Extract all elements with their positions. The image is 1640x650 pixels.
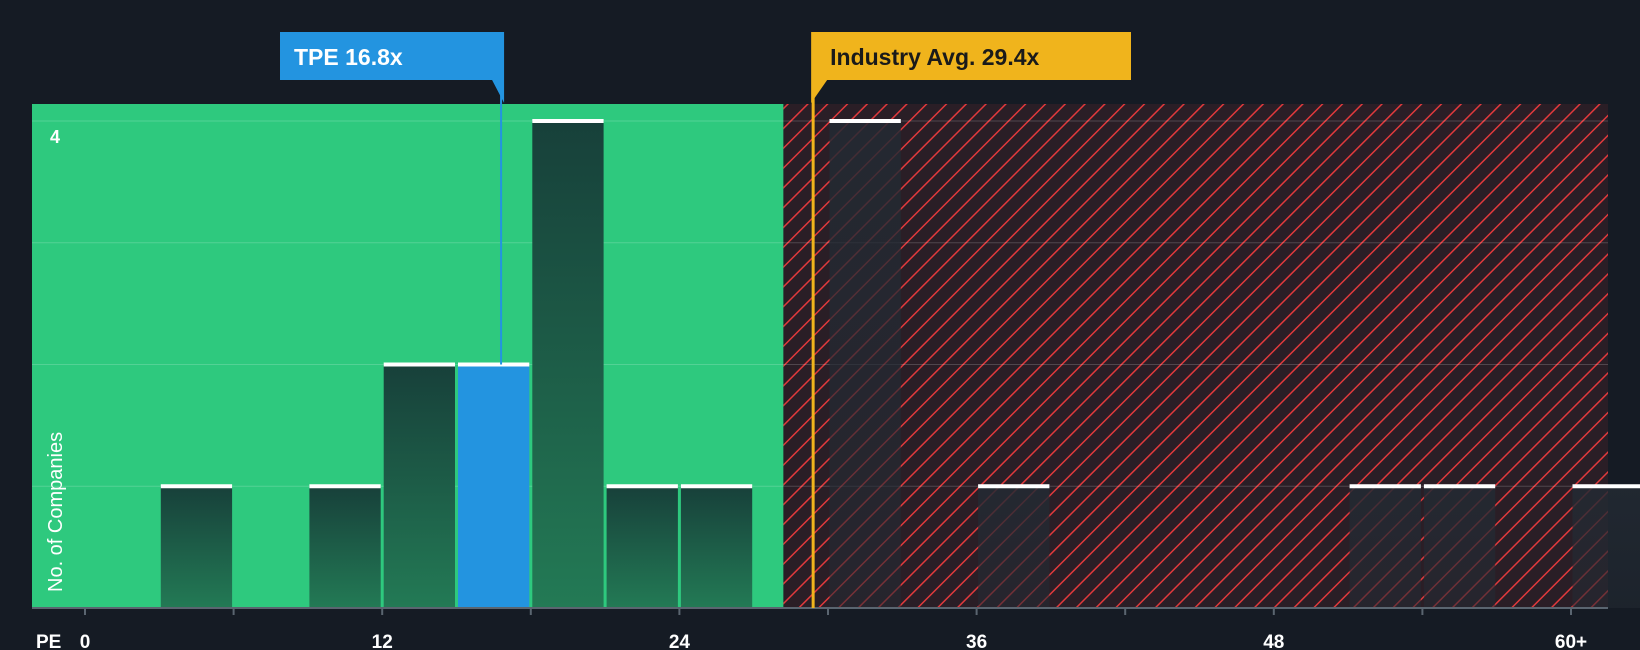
x-axis-label: PE [36, 632, 61, 650]
histogram-bar [1349, 486, 1421, 608]
gridlines [32, 120, 1608, 487]
histogram-bar [160, 486, 233, 608]
histogram-bar-cap [1423, 484, 1496, 489]
company-label: TPE 16.8x [294, 44, 403, 70]
histogram-bar-cap [532, 119, 604, 123]
x-tick-label: 60+ [1555, 632, 1587, 650]
histogram-bar-cap [383, 362, 455, 367]
x-axis-ticks: 0 12 24 36 48 60+ [80, 608, 1587, 650]
histogram-bar [978, 486, 1050, 608]
histogram-bar [309, 486, 381, 608]
histogram-bar [1423, 486, 1496, 608]
company-label-box [280, 32, 505, 103]
x-tick-label: 36 [966, 632, 987, 650]
histogram-bar-cap [829, 119, 901, 123]
x-tick-label: 48 [1263, 632, 1284, 650]
histogram-bar-cap [606, 484, 678, 489]
x-tick-label: 12 [372, 632, 393, 650]
histogram-bar-cap [978, 484, 1050, 489]
y-tick-label: 4 [50, 127, 60, 147]
histogram-bar [383, 364, 455, 608]
histogram-bar [829, 121, 901, 608]
bars [160, 119, 1640, 608]
histogram-bar [680, 486, 753, 608]
y-axis-label: No. of Companies [45, 432, 67, 592]
industry-average-label-box [811, 32, 1131, 103]
histogram-bar-cap [309, 484, 381, 489]
histogram-bar-cap [458, 362, 530, 367]
company-marker: TPE 16.8x [280, 32, 505, 365]
histogram-bar-cap [1572, 484, 1640, 489]
histogram-bar-cap [680, 484, 753, 489]
histogram-bar [458, 364, 530, 608]
x-tick-label: 24 [669, 632, 691, 650]
histogram-bar [606, 486, 678, 608]
histogram-bar [532, 121, 604, 608]
industry-average-marker: Industry Avg. 29.4x [811, 32, 1131, 608]
histogram-bar-cap [160, 484, 233, 489]
histogram-bar-cap [1349, 484, 1421, 489]
histogram-bar [1572, 486, 1640, 608]
industry-average-label: Industry Avg. 29.4x [830, 44, 1039, 70]
x-tick-label: 0 [80, 632, 91, 650]
